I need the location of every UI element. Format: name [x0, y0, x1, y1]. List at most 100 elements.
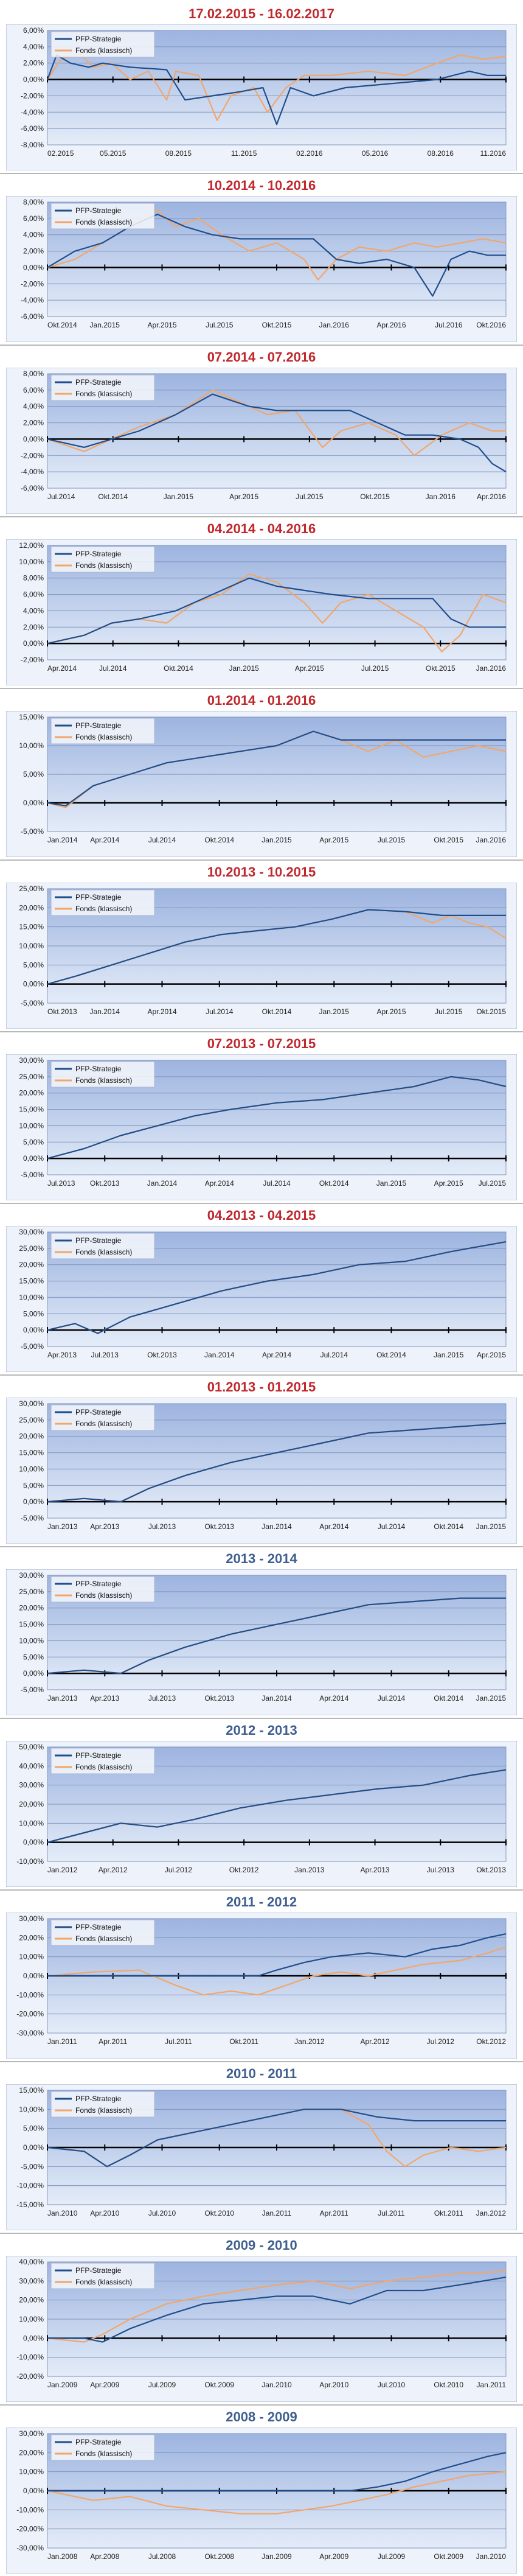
- x-tick-label: Jan.2015: [434, 1351, 464, 1359]
- y-tick-label: -15,00%: [16, 2200, 44, 2209]
- x-tick-label: Okt.2014: [434, 1694, 463, 1703]
- y-tick-label: 40,00%: [19, 2258, 44, 2266]
- y-tick-label: 10,00%: [19, 2468, 44, 2476]
- y-tick-label: -4,00%: [21, 467, 44, 476]
- x-tick-label: Okt.2013: [476, 1866, 506, 1874]
- y-tick-label: 0,00%: [23, 1838, 44, 1847]
- panel-separator: [0, 1031, 523, 1032]
- x-tick-label: Okt.2015: [426, 664, 455, 673]
- legend-label-fund: Fonds (klassisch): [75, 561, 132, 570]
- x-tick-label: Jan.2014: [262, 1522, 292, 1531]
- y-tick-label: 20,00%: [19, 1261, 44, 1269]
- x-tick-label: Apr.2014: [262, 1351, 291, 1359]
- line-chart: 30,00% 20,00% 10,00% 0,00% -10,00% -20,00% -30…: [6, 1913, 517, 2059]
- x-tick-label: Jul.2013: [148, 1694, 176, 1703]
- x-tick-label: Okt.2012: [229, 1866, 259, 1874]
- x-tick-label: Jul.2014: [148, 836, 176, 844]
- y-tick-label: -30,00%: [16, 2544, 44, 2552]
- x-tick-label: Jul.2015: [361, 664, 389, 673]
- chart-title: 01.2014 - 01.2016: [207, 693, 316, 708]
- line-chart: 30,00% 25,00% 20,00% 15,00% 10,00% 5,00% 0,00%…: [6, 1398, 517, 1544]
- y-tick-label: 4,00%: [23, 231, 44, 239]
- x-tick-label: Jan.2012: [294, 2037, 325, 2046]
- x-tick-label: Okt.2009: [204, 2381, 234, 2389]
- x-tick-label: Jul.2015: [378, 836, 406, 844]
- legend-box: [50, 546, 155, 573]
- x-tick-label: Okt.2014: [47, 321, 77, 329]
- line-chart: 8,00% 6,00% 4,00% 2,00% 0,00% -2,00% -4,00% -6,…: [6, 368, 517, 514]
- y-tick-label: 20,00%: [19, 1089, 44, 1097]
- x-tick-label: Okt.2015: [476, 1007, 506, 1016]
- x-tick-label: Apr.2015: [319, 836, 348, 844]
- series-line-fund: [47, 389, 506, 457]
- line-chart: 30,00% 20,00% 10,00% 0,00% -10,00% -20,00% -30…: [6, 2427, 517, 2574]
- line-chart: 12,00% 10,00% 8,00% 6,00% 4,00% 2,00% 0,00% -2,…: [6, 539, 517, 685]
- x-tick-label: Okt.2015: [262, 321, 292, 329]
- series-line-strategy: [47, 1423, 507, 1503]
- x-tick-label: 11.2016: [480, 149, 507, 158]
- legend-label-strategy: PFP-Strategie: [75, 206, 122, 215]
- x-tick-label: Okt.2012: [476, 2037, 506, 2046]
- y-tick-label: 0,00%: [23, 1669, 44, 1678]
- y-tick-label: 15,00%: [19, 1277, 44, 1286]
- y-tick-label: 25,00%: [19, 1416, 44, 1424]
- y-tick-label: 20,00%: [19, 1800, 44, 1808]
- y-tick-label: 5,00%: [23, 1481, 44, 1489]
- y-tick-label: -20,00%: [16, 2525, 44, 2533]
- panel-separator: [0, 173, 523, 174]
- y-tick-label: -5,00%: [21, 999, 44, 1007]
- x-tick-label: Apr.2014: [319, 1522, 348, 1531]
- legend-label-fund: Fonds (klassisch): [75, 2106, 132, 2115]
- legend-box: [50, 1061, 155, 1088]
- y-tick-label: -10,00%: [16, 1857, 44, 1866]
- x-tick-label: 05.2016: [362, 149, 389, 158]
- legend: PFP-Strategie Fonds (klassisch): [50, 203, 155, 229]
- x-tick-label: Jul.2008: [148, 2552, 176, 2561]
- y-tick-label: 15,00%: [19, 1620, 44, 1629]
- y-tick-label: -2,00%: [21, 656, 44, 664]
- y-tick-label: 30,00%: [19, 1399, 44, 1408]
- x-tick-label: Okt.2013: [204, 1694, 234, 1703]
- legend-box: [50, 31, 155, 58]
- y-tick-label: 0,00%: [23, 2143, 44, 2152]
- y-tick-label: 5,00%: [23, 961, 44, 969]
- x-tick-label: Jul.2015: [435, 1007, 463, 1016]
- y-tick-label: 0,00%: [23, 2487, 44, 2495]
- legend-label-fund: Fonds (klassisch): [75, 2278, 132, 2286]
- y-tick-label: 20,00%: [19, 1933, 44, 1942]
- chart-title: 2011 - 2012: [226, 1894, 297, 1909]
- x-tick-label: Jan.2014: [90, 1007, 120, 1016]
- chart-title: 07.2014 - 07.2016: [207, 349, 316, 365]
- line-chart: 8,00% 6,00% 4,00% 2,00% 0,00% -2,00% -4,00% -6,…: [6, 196, 517, 342]
- legend: PFP-Strategie Fonds (klassisch): [50, 889, 155, 916]
- x-tick-label: Jul.2012: [165, 1866, 193, 1874]
- y-tick-label: 0,00%: [23, 980, 44, 989]
- x-tick-label: Jan.2011: [262, 2209, 292, 2217]
- legend: PFP-Strategie Fonds (klassisch): [50, 546, 155, 573]
- y-tick-label: 0,00%: [23, 1326, 44, 1334]
- legend-box: [50, 2091, 155, 2118]
- x-tick-label: Jul.2014: [378, 1522, 406, 1531]
- x-tick-label: Apr.2009: [319, 2552, 348, 2561]
- x-tick-label: Okt.2011: [229, 2037, 258, 2046]
- x-tick-label: Jan.2015: [262, 836, 292, 844]
- panel-separator: [0, 1203, 523, 1204]
- x-tick-label: Okt.2009: [434, 2552, 463, 2561]
- line-chart: 40,00% 30,00% 20,00% 10,00% 0,00% -10,00% -20,…: [6, 2256, 517, 2402]
- x-tick-label: Jan.2010: [47, 2209, 78, 2217]
- x-tick-label: Apr.2014: [47, 664, 77, 673]
- y-tick-label: 6,00%: [23, 26, 44, 35]
- legend-label-strategy: PFP-Strategie: [75, 1580, 122, 1588]
- panel-separator: [0, 2061, 523, 2062]
- x-tick-label: Jan.2014: [262, 1694, 292, 1703]
- legend: PFP-Strategie Fonds (klassisch): [50, 1061, 155, 1088]
- plot-area: [47, 201, 507, 317]
- series-line-strategy: [47, 2277, 507, 2343]
- chart-title: 2008 - 2009: [226, 2409, 297, 2424]
- x-tick-label: Apr.2015: [147, 321, 176, 329]
- y-tick-label: 20,00%: [19, 2448, 44, 2457]
- x-tick-label: Okt.2008: [204, 2552, 234, 2561]
- y-tick-label: -10,00%: [16, 2353, 44, 2362]
- x-tick-label: Okt.2014: [98, 492, 128, 501]
- y-tick-label: -2,00%: [21, 451, 44, 460]
